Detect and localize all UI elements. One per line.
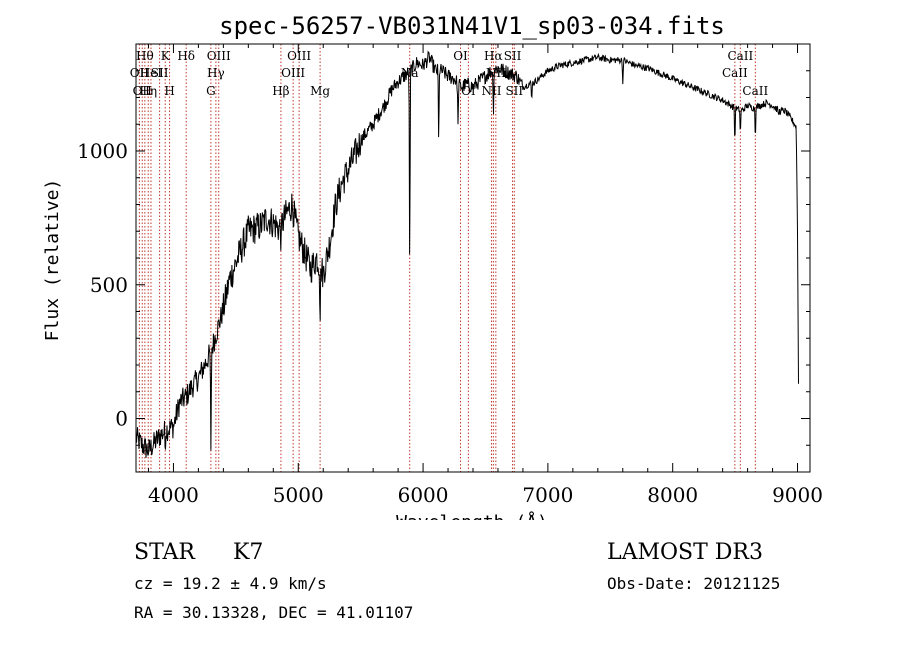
spectral-line-label: OI (453, 49, 468, 63)
spectrum-chart: spec-56257-VB031N41V1_sp03-034.fits Wave… (42, 12, 823, 520)
spectral-line-label: OIII (207, 49, 231, 63)
spectral-line-markers (138, 44, 756, 472)
spectral-line-label: G (206, 84, 216, 98)
chart-title: spec-56257-VB031N41V1_sp03-034.fits (219, 12, 725, 40)
spectral-line-label: Hθ (136, 49, 154, 63)
y-tick-label: 500 (90, 273, 128, 297)
spectrum-layer (135, 50, 799, 458)
spectral-line-label: SII (504, 49, 522, 63)
y-axis-label: Flux (relative) (42, 179, 63, 342)
spectral-line-label: OIII (281, 66, 305, 80)
x-tick-label: 8000 (647, 483, 698, 507)
spectral-line-label: CaII (722, 66, 748, 80)
spectral-line-label: Hβ (272, 84, 289, 98)
spectral-line-label: Mg (310, 84, 330, 98)
spectral-line-label: OII (130, 66, 150, 80)
x-tick-label: 7000 (522, 483, 573, 507)
spectral-line-label: HeI (140, 66, 163, 80)
spectral-line-label: Hη (139, 84, 157, 98)
redshift-cz: cz = 19.2 ± 4.9 km/s (134, 574, 327, 593)
spectral-subclass: K7 (233, 540, 264, 565)
spectral-line-label: CaII (742, 84, 768, 98)
spectral-line-label: NII (481, 84, 501, 98)
object-type: STAR (134, 540, 195, 565)
y-tick-label: 0 (115, 407, 128, 431)
axis-tick-labels: 4000 5000 6000 7000 8000 9000 0 500 1000 (77, 139, 823, 507)
spectrum-line (135, 50, 799, 458)
spectral-line-label: Hα (484, 49, 503, 63)
spectral-line-label: Hδ (177, 49, 195, 63)
spectral-line-label: H (164, 84, 174, 98)
spectral-line-label: SII (151, 66, 169, 80)
ra-dec-coordinates: RA = 30.13328, DEC = 41.01107 (134, 603, 414, 622)
spectral-line-label: OII (133, 84, 153, 98)
x-tick-label: 5000 (273, 483, 324, 507)
x-tick-label: 6000 (398, 483, 449, 507)
plot-frame (135, 43, 811, 473)
observation-date: Obs-Date: 20121125 (607, 574, 781, 593)
x-axis-label: Wavelength (Å) (396, 511, 548, 520)
x-tick-label: 9000 (772, 483, 823, 507)
object-class: STAR K7 (134, 540, 263, 565)
spectral-line-label: K (161, 49, 171, 63)
x-tick-label: 4000 (148, 483, 199, 507)
y-tick-label: 1000 (77, 139, 128, 163)
spectral-line-label: Hγ (207, 66, 225, 80)
spectral-line-label: OIII (287, 49, 311, 63)
spectral-line-label: SII (505, 84, 523, 98)
survey-name: LAMOST DR3 (607, 540, 763, 565)
spectral-line-label: CaII (727, 49, 753, 63)
